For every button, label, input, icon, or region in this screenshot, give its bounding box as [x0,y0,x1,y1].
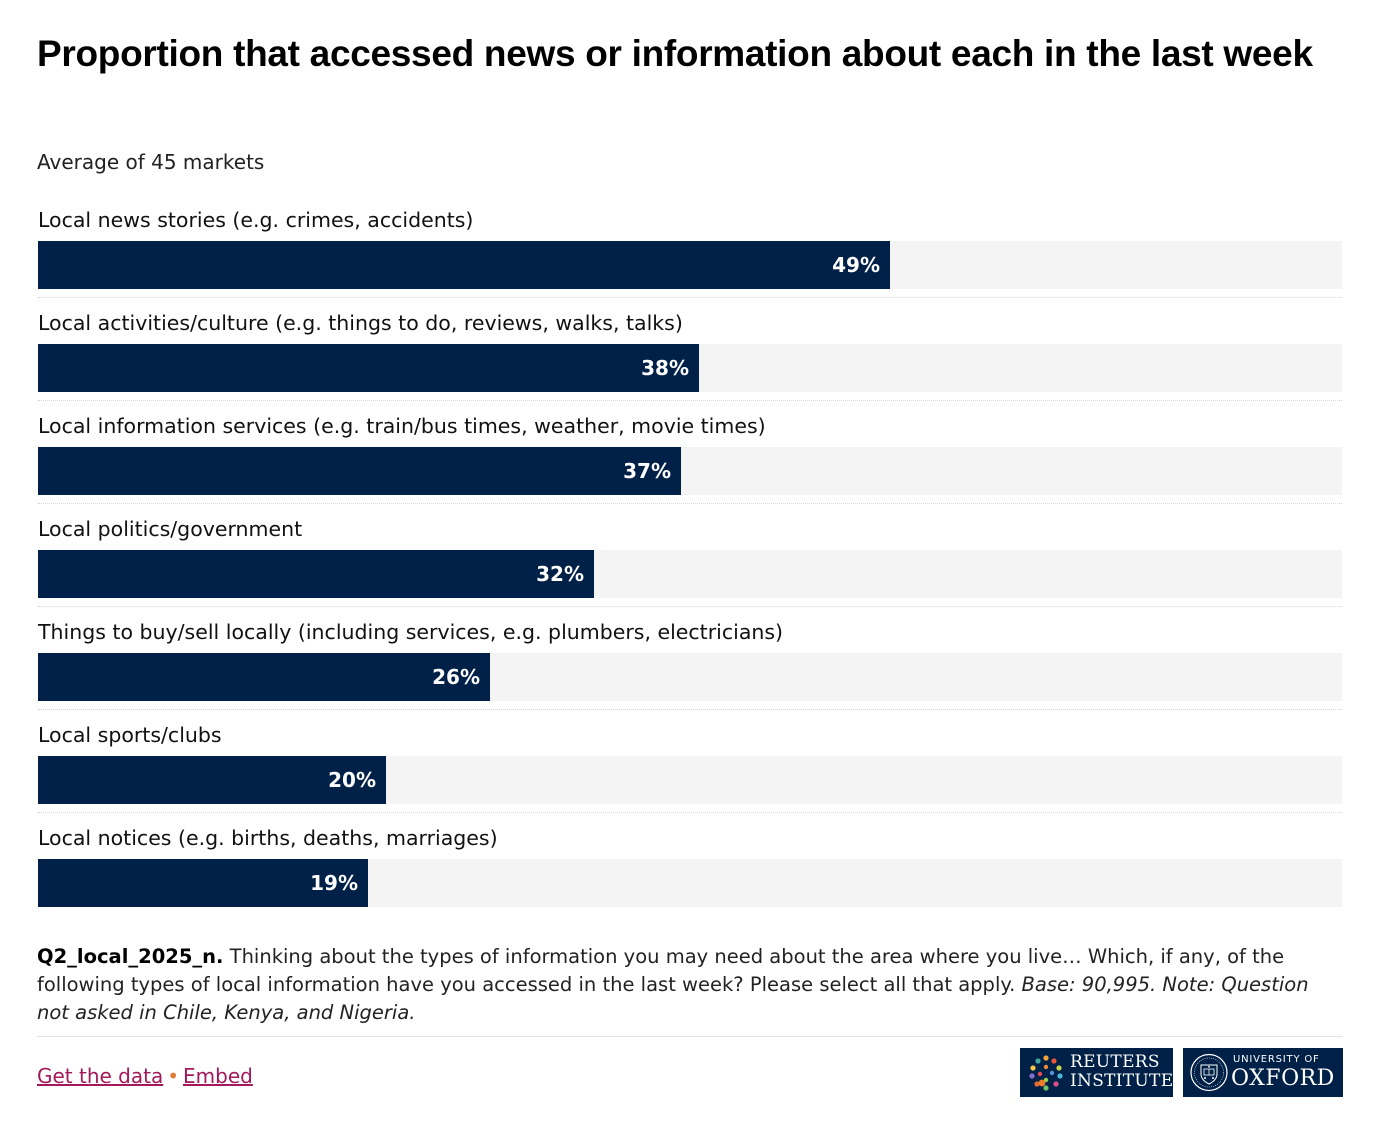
bar-row: Local sports/clubs 20% [38,720,1342,823]
university-of-oxford-logo[interactable]: UNIVERSITY OF OXFORD [1183,1048,1343,1097]
bar-value-label: 26% [432,665,480,689]
chart-title: Proportion that accessed news or informa… [37,33,1313,74]
row-divider [38,812,1342,813]
bar: 19% [38,859,368,907]
bar-value-label: 19% [310,871,358,895]
footer-links: Get the data • Embed [37,1062,253,1090]
reuters-logo-line2: INSTITUTE [1070,1071,1174,1091]
bar: 49% [38,241,890,289]
category-label: Local politics/government [38,517,303,541]
bar-value-label: 37% [623,459,671,483]
oxford-logo-line1: UNIVERSITY OF [1233,1054,1320,1065]
category-label: Local news stories (e.g. crimes, acciden… [38,208,474,232]
footer-separator: • [167,1064,180,1088]
reuters-dots-icon [1029,1055,1063,1091]
bar-row: Local politics/government 32% [38,514,1342,617]
row-divider [38,297,1342,298]
bar-row: Local news stories (e.g. crimes, acciden… [38,205,1342,308]
bar-track: 19% [38,859,1342,907]
bar: 32% [38,550,594,598]
reuters-institute-logo[interactable]: REUTERS INSTITUTE [1020,1048,1173,1097]
bar: 38% [38,344,699,392]
footnote: Q2_local_2025_n. Thinking about the type… [37,943,1337,1027]
question-id: Q2_local_2025_n. [37,945,224,968]
question-text: Thinking about the types of information … [37,945,1285,996]
embed-link[interactable]: Embed [183,1064,253,1088]
category-label: Local information services (e.g. train/b… [38,414,766,438]
oxford-crest-icon [1190,1053,1228,1092]
bar-track: 32% [38,550,1342,598]
category-label: Things to buy/sell locally (including se… [38,620,784,644]
oxford-logo-line2: OXFORD [1231,1066,1335,1091]
bar-track: 38% [38,344,1342,392]
footer-divider [37,1036,1342,1037]
bar-chart: Local news stories (e.g. crimes, acciden… [38,205,1342,926]
row-divider [38,709,1342,710]
chart-subtitle: Average of 45 markets [37,150,265,174]
bar-value-label: 38% [641,356,689,380]
bar-row: Local notices (e.g. births, deaths, marr… [38,823,1342,926]
bar-value-label: 20% [328,768,376,792]
category-label: Local notices (e.g. births, deaths, marr… [38,826,498,850]
bar-value-label: 32% [536,562,584,586]
bar-track: 49% [38,241,1342,289]
bar-row: Local activities/culture (e.g. things to… [38,308,1342,411]
reuters-logo-line1: REUTERS [1070,1052,1160,1072]
row-divider [38,606,1342,607]
bar-track: 37% [38,447,1342,495]
category-label: Local sports/clubs [38,723,222,747]
bar-value-label: 49% [832,253,880,277]
category-label: Local activities/culture (e.g. things to… [38,311,683,335]
base-note: Base: 90,995. Note: Question not asked i… [37,973,1309,1024]
get-the-data-link[interactable]: Get the data [37,1064,164,1088]
bar-track: 26% [38,653,1342,701]
bar-track: 20% [38,756,1342,804]
bar-row: Local information services (e.g. train/b… [38,411,1342,514]
bar: 26% [38,653,490,701]
bar: 20% [38,756,386,804]
bar: 37% [38,447,681,495]
row-divider [38,503,1342,504]
row-divider [38,400,1342,401]
bar-row: Things to buy/sell locally (including se… [38,617,1342,720]
